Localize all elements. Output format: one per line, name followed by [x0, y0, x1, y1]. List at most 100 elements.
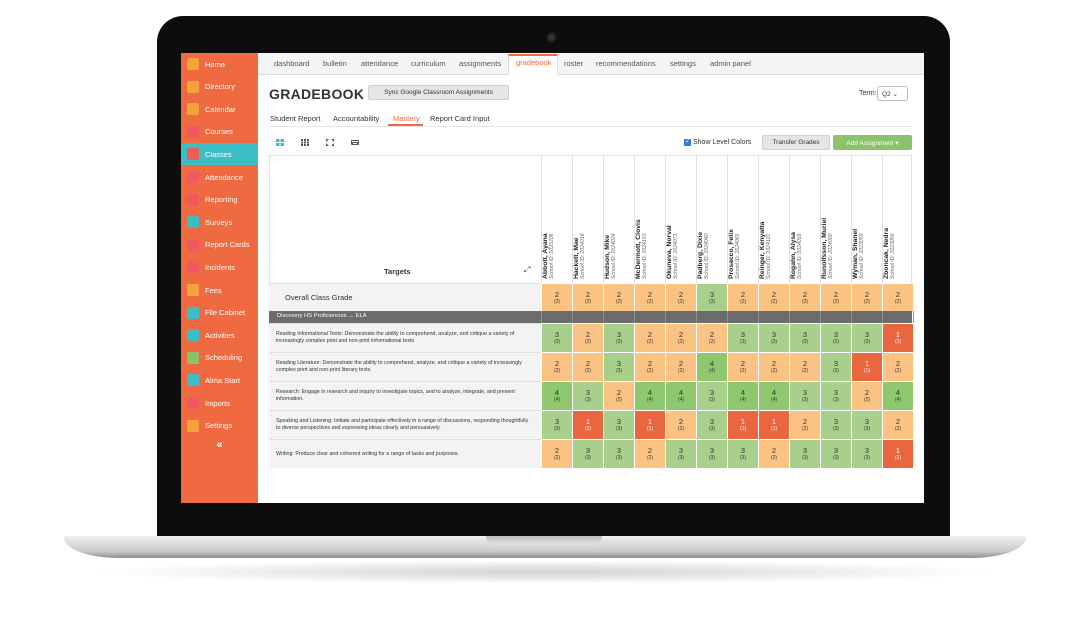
grade-cell[interactable]: 3 (3): [696, 381, 727, 410]
add-assignment-button[interactable]: Add Assignment ▾: [833, 135, 912, 150]
tab-assignments[interactable]: assignments: [459, 59, 502, 68]
student-column-header[interactable]: Prosacco, Felix School ID: 2024065: [727, 155, 758, 283]
grade-cell[interactable]: 3 (3): [820, 352, 851, 381]
show-level-colors-checkbox[interactable]: ✓: [684, 139, 691, 146]
grade-cell[interactable]: 3 (3): [789, 381, 820, 410]
student-name[interactable]: Prosacco, Felix: [728, 229, 735, 279]
sidebar-item-incidents[interactable]: Incidents: [181, 256, 258, 278]
grade-cell[interactable]: 3 (3): [851, 410, 882, 439]
grade-cell[interactable]: 2 (2): [789, 283, 820, 311]
student-name[interactable]: Hudson, Mike: [604, 234, 611, 279]
sidebar-item-surveys[interactable]: Surveys: [181, 211, 258, 233]
grade-cell[interactable]: 2 (2): [727, 283, 758, 311]
expand-icon[interactable]: ⤢: [524, 265, 531, 274]
sidebar-item-courses[interactable]: Courses: [181, 121, 258, 143]
grade-cell[interactable]: 4 (4): [882, 381, 913, 410]
grade-cell[interactable]: 2 (2): [789, 410, 820, 439]
dense-grid-icon[interactable]: [301, 139, 309, 146]
grade-cell[interactable]: 2 (2): [665, 283, 696, 311]
sidebar-item-settings[interactable]: Settings: [181, 415, 258, 437]
grade-cell[interactable]: 3 (3): [572, 381, 603, 410]
grade-cell[interactable]: 3 (3): [727, 323, 758, 352]
grade-cell[interactable]: 3 (3): [820, 323, 851, 352]
grade-cell[interactable]: 2 (2): [634, 323, 665, 352]
student-name[interactable]: Padberg, Dixie: [697, 231, 704, 279]
fullscreen-icon[interactable]: [326, 139, 334, 146]
subtab-student-report[interactable]: Student Report: [270, 114, 321, 123]
tab-dashboard[interactable]: dashboard: [274, 59, 310, 68]
grade-cell[interactable]: 4 (4): [634, 381, 665, 410]
student-column-header[interactable]: Hudson, Mike School ID: 2024024: [603, 155, 634, 283]
tab-settings[interactable]: settings: [670, 59, 696, 68]
grade-cell[interactable]: 2 (2): [634, 352, 665, 381]
grade-cell[interactable]: 3 (3): [789, 439, 820, 468]
grade-cell[interactable]: 2 (2): [758, 352, 789, 381]
grade-cell[interactable]: 2 (2): [665, 410, 696, 439]
grade-cell[interactable]: 3 (3): [696, 439, 727, 468]
sidebar-item-reporting[interactable]: Reporting: [181, 189, 258, 211]
tab-admin-panel[interactable]: admin panel: [710, 59, 751, 68]
student-name[interactable]: Runolfsson, Muriel: [821, 217, 828, 279]
grade-cell[interactable]: 4 (4): [758, 381, 789, 410]
grid-view-icon[interactable]: [276, 139, 284, 146]
grade-cell[interactable]: 3 (3): [727, 439, 758, 468]
sidebar-item-calendar[interactable]: Calendar: [181, 98, 258, 120]
grade-cell[interactable]: 2 (2): [634, 283, 665, 311]
grade-cell[interactable]: 3 (3): [665, 439, 696, 468]
grade-cell[interactable]: 4 (4): [541, 381, 572, 410]
tab-gradebook[interactable]: gradebook: [516, 58, 552, 67]
grade-cell[interactable]: 4 (4): [696, 352, 727, 381]
student-column-header[interactable]: Runolfsson, Muriel School ID: 2024000: [820, 155, 851, 283]
grade-cell[interactable]: 2 (2): [572, 283, 603, 311]
sidebar-item-home[interactable]: Home: [181, 53, 258, 75]
student-column-header[interactable]: Okuneva, Norval School ID: 2024071: [665, 155, 696, 283]
tab-recommendations[interactable]: recommendations: [596, 59, 656, 68]
sidebar-item-alma-start[interactable]: Alma Start: [181, 369, 258, 391]
grade-cell[interactable]: 2 (2): [541, 352, 572, 381]
tab-roster[interactable]: roster: [564, 59, 584, 68]
grade-cell[interactable]: 2 (2): [572, 323, 603, 352]
student-name[interactable]: McDermott, Clovis: [635, 219, 642, 279]
grade-cell[interactable]: 2 (2): [665, 323, 696, 352]
grade-cell[interactable]: 2 (2): [820, 283, 851, 311]
student-column-header[interactable]: Abbott, Ayana School ID: 2025206: [541, 155, 572, 283]
grade-cell[interactable]: 2 (2): [572, 352, 603, 381]
grade-cell[interactable]: 1 (1): [851, 352, 882, 381]
grade-cell[interactable]: 1 (1): [634, 410, 665, 439]
sidebar-item-attendance[interactable]: Attendance: [181, 166, 258, 188]
student-column-header[interactable]: McDermott, Clovis School ID: 2024153: [634, 155, 665, 283]
sidebar-item-imports[interactable]: Imports: [181, 392, 258, 414]
sidebar-item-scheduling[interactable]: Scheduling: [181, 347, 258, 369]
student-column-header[interactable]: Padberg, Dixie School ID: 2024040: [696, 155, 727, 283]
sidebar-item-file-cabinet[interactable]: File Cabinet: [181, 302, 258, 324]
grade-cell[interactable]: 1 (1): [882, 439, 913, 468]
grade-cell[interactable]: 2 (2): [851, 283, 882, 311]
grade-cell[interactable]: 3 (3): [572, 439, 603, 468]
student-column-header[interactable]: Rogahn, Alysa School ID: 2024059: [789, 155, 820, 283]
sidebar-item-fees[interactable]: Fees: [181, 279, 258, 301]
grade-cell[interactable]: 3 (3): [789, 323, 820, 352]
grade-cell[interactable]: 2 (2): [696, 323, 727, 352]
grade-cell[interactable]: 2 (2): [758, 439, 789, 468]
grade-cell[interactable]: 4 (4): [727, 381, 758, 410]
grade-cell[interactable]: 3 (3): [851, 323, 882, 352]
student-name[interactable]: Hackett, Mae: [573, 237, 580, 279]
grade-cell[interactable]: 1 (1): [882, 323, 913, 352]
student-name[interactable]: Okuneva, Norval: [666, 225, 673, 279]
grade-cell[interactable]: 2 (2): [882, 352, 913, 381]
grade-cell[interactable]: 3 (3): [758, 323, 789, 352]
grade-cell[interactable]: 3 (3): [541, 410, 572, 439]
tab-attendance[interactable]: attendance: [361, 59, 399, 68]
grade-cell[interactable]: 3 (3): [820, 410, 851, 439]
grade-cell[interactable]: 3 (3): [851, 439, 882, 468]
sidebar-item-classes[interactable]: Classes: [181, 143, 258, 166]
grade-cell[interactable]: 2 (2): [541, 439, 572, 468]
grade-cell[interactable]: 2 (2): [727, 352, 758, 381]
student-name[interactable]: Zboncak, Nedra: [883, 228, 890, 279]
sidebar-item-report-cards[interactable]: Report Cards: [181, 234, 258, 256]
grade-cell[interactable]: 2 (2): [603, 283, 634, 311]
student-name[interactable]: Rogahn, Alysa: [790, 232, 797, 279]
student-column-header[interactable]: Zboncak, Nedra School ID: 2023059: [882, 155, 913, 283]
grade-cell[interactable]: 3 (3): [603, 439, 634, 468]
grade-cell[interactable]: 3 (3): [820, 439, 851, 468]
